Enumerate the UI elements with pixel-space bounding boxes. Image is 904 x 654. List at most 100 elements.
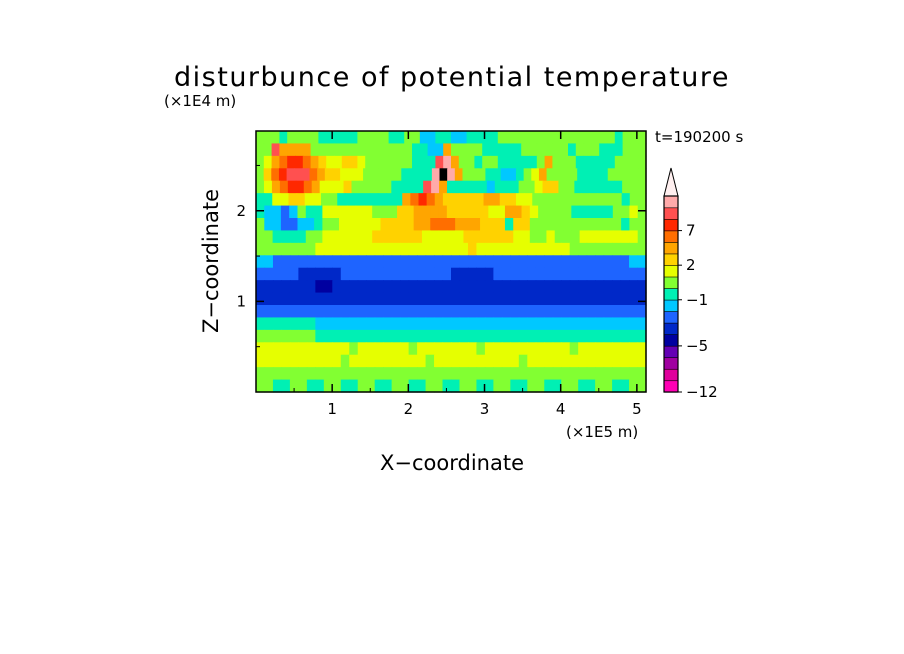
field-cell	[459, 342, 469, 356]
field-cell	[281, 379, 291, 393]
field-cell	[596, 205, 606, 219]
field-cell	[544, 143, 553, 157]
field-cell	[621, 193, 631, 207]
field-cell	[466, 143, 475, 157]
field-cell	[476, 255, 486, 269]
field-cell	[544, 354, 554, 368]
field-cell	[271, 180, 281, 194]
field-cell	[629, 205, 639, 219]
field-cell	[355, 218, 365, 232]
field-cell	[518, 180, 528, 194]
field-cell	[518, 329, 528, 343]
field-cell	[430, 218, 440, 232]
field-cell	[298, 267, 308, 281]
field-cell	[476, 292, 486, 306]
time-annotation: t=190200 s	[655, 128, 743, 146]
field-cell	[493, 367, 503, 381]
field-cell	[603, 342, 613, 356]
field-cell	[435, 155, 444, 169]
field-cell	[612, 218, 622, 232]
field-cell	[412, 131, 421, 145]
field-cell	[256, 230, 265, 244]
field-cell	[595, 367, 605, 381]
field-cell	[315, 317, 325, 331]
field-cell	[583, 131, 592, 145]
x-tick-label: 1	[327, 400, 337, 418]
field-cell	[423, 180, 432, 194]
field-cell	[505, 131, 514, 145]
field-cell	[332, 379, 342, 393]
field-cell	[272, 367, 283, 381]
field-cell	[510, 342, 520, 356]
field-cell	[510, 180, 520, 194]
field-cell	[366, 329, 376, 343]
field-cell	[501, 280, 511, 294]
field-cell	[587, 230, 597, 244]
field-cell	[493, 168, 502, 182]
field-cell	[400, 354, 410, 368]
field-cell	[622, 131, 631, 145]
field-cell	[614, 180, 623, 194]
field-cell	[297, 205, 307, 219]
field-cell	[510, 367, 520, 381]
field-cell	[454, 168, 464, 182]
field-cell	[373, 131, 382, 145]
field-cell	[476, 329, 486, 343]
field-cell	[484, 329, 494, 343]
field-cell	[459, 255, 469, 269]
field-cell	[349, 255, 359, 269]
field-cell	[612, 379, 622, 393]
field-cell	[578, 242, 588, 256]
field-cell	[421, 230, 431, 244]
field-cell	[578, 367, 588, 381]
field-cell	[516, 193, 525, 207]
field-cell	[343, 180, 353, 194]
field-cell	[546, 218, 556, 232]
field-cell	[518, 317, 528, 331]
field-cell	[561, 280, 571, 294]
field-cell	[497, 143, 507, 157]
field-cell	[330, 218, 340, 232]
field-cell	[272, 218, 282, 232]
field-cell	[467, 242, 478, 256]
field-cell	[552, 354, 562, 368]
field-cell	[527, 379, 537, 393]
field-cell	[302, 155, 312, 169]
field-cell	[272, 305, 283, 319]
field-cell	[400, 292, 410, 306]
field-cell	[323, 292, 333, 306]
field-cell	[431, 168, 441, 182]
contour-field	[256, 131, 647, 393]
field-cell	[637, 230, 647, 244]
field-cell	[314, 218, 323, 232]
field-cell	[341, 143, 351, 157]
field-cell	[374, 342, 384, 356]
field-cell	[380, 143, 390, 157]
field-cell	[569, 168, 578, 182]
field-cell	[345, 193, 355, 207]
field-cell	[579, 205, 589, 219]
field-cell	[603, 267, 613, 281]
field-cell	[484, 305, 494, 319]
field-cell	[375, 180, 384, 194]
field-cell	[332, 292, 342, 306]
field-cell	[391, 329, 401, 343]
field-cell	[603, 280, 613, 294]
colorbar-segment	[663, 310, 679, 324]
field-cell	[527, 292, 537, 306]
field-cell	[271, 168, 280, 182]
field-cell	[561, 267, 571, 281]
field-cell	[298, 280, 308, 294]
field-cell	[341, 155, 351, 169]
field-cell	[363, 168, 372, 182]
field-cell	[305, 205, 315, 219]
field-cell	[455, 230, 465, 244]
field-cell	[425, 280, 435, 294]
field-cell	[552, 317, 562, 331]
field-cell	[349, 267, 359, 281]
field-cell	[357, 143, 366, 157]
field-cell	[281, 242, 291, 256]
field-cell	[431, 180, 440, 194]
field-cell	[482, 155, 491, 169]
field-cell	[505, 143, 514, 157]
